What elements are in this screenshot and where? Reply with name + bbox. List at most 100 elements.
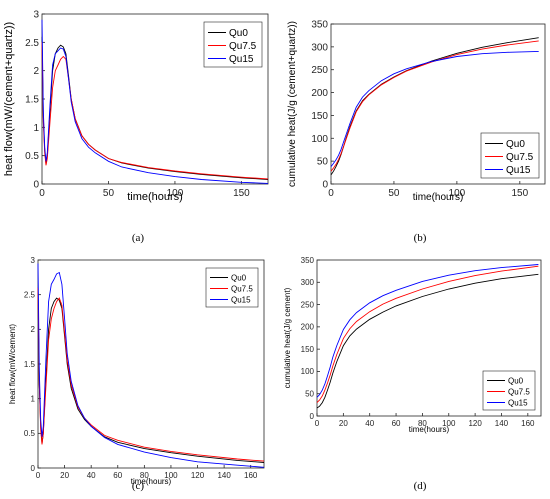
- y-tick-label-b: 100: [311, 134, 328, 145]
- y-tick-label-c: 2.5: [24, 290, 36, 299]
- x-tick-label-d: 80: [418, 419, 427, 428]
- x-tick-label-d: 20: [339, 419, 348, 428]
- x-tick-label-c: 140: [217, 471, 231, 480]
- x-tick-label-d: 60: [392, 419, 401, 428]
- caption-b: (b): [413, 232, 427, 244]
- series-line-c-qu0: [37, 287, 265, 463]
- x-tick-label-c: 120: [191, 471, 205, 480]
- legend-box-c: [205, 267, 259, 308]
- y-tick-label-a: 0.5: [25, 151, 39, 162]
- x-tick-label-a: 50: [103, 188, 115, 199]
- x-tick-label-c: 60: [113, 471, 122, 480]
- y-tick-label-b: 300: [311, 42, 328, 53]
- x-tick-label-d: 100: [442, 419, 456, 428]
- legend-b: Qu0 Qu7.5 Qu15: [480, 132, 540, 179]
- legend-box-a: [203, 21, 263, 68]
- legend-box-b: [480, 132, 540, 179]
- y-tick-label-c: 0.5: [24, 429, 36, 438]
- chart-a: 0 50 100 150 0 0.5 1 1.5 2 2.5 3 time(hours) heat fl…: [3, 10, 269, 203]
- x-tick-label-c: 40: [87, 471, 96, 480]
- chart-b: 0 50 100 150 0 50 100 150 200 250 300 350 time(hours…: [287, 20, 546, 203]
- x-tick-label-c: 20: [60, 471, 69, 480]
- x-tick-label-b: 100: [449, 188, 466, 199]
- y-axis-label-a: heat flow(mW/(cement+quartz)): [3, 22, 15, 176]
- x-tick-label-d: 140: [495, 419, 509, 428]
- y-tick-label-c: 2: [31, 325, 36, 334]
- y-tick-label-c: 3: [31, 256, 36, 265]
- y-tick-label-d: 0: [310, 412, 315, 421]
- y-tick-label-d: 200: [301, 323, 315, 332]
- axes-box-b: [330, 23, 546, 185]
- legend-label-b: Qu0: [506, 139, 525, 150]
- legend-label-b: Qu7.5: [506, 152, 534, 163]
- legend-label-a: Qu0: [229, 28, 248, 39]
- y-tick-label-d: 350: [301, 256, 315, 265]
- legend-label-b: Qu15: [506, 165, 531, 176]
- x-axis-label-c: time(hours): [131, 477, 172, 486]
- x-tick-label-c: 100: [164, 471, 178, 480]
- y-tick-label-d: 50: [305, 390, 314, 399]
- axes-box-d: [316, 259, 542, 417]
- x-tick-label-d: 40: [365, 419, 374, 428]
- caption-c: (c): [131, 480, 145, 492]
- x-axis-label-d: time(hours): [409, 425, 450, 434]
- y-tick-label-a: 1.5: [25, 95, 39, 106]
- x-tick-label-d: 120: [468, 419, 482, 428]
- series-line-b-qu15: [330, 50, 539, 167]
- chart-c: 0 20 40 60 80 100 120 140 160 0 0.5 1 1.5 2 2.5 3 time(h…: [8, 256, 265, 486]
- legend-label-a: Qu7.5: [229, 41, 257, 52]
- y-tick-label-d: 100: [301, 367, 315, 376]
- caption-a: (a): [131, 232, 145, 244]
- y-tick-label-d: 150: [301, 345, 315, 354]
- x-tick-label-d: 0: [315, 419, 320, 428]
- series-line-a-qu15: [41, 19, 269, 184]
- y-tick-label-b: 350: [311, 20, 328, 31]
- legend-label-c: Qu0: [231, 273, 247, 282]
- series-line-d-qu15: [316, 264, 539, 398]
- y-tick-label-c: 1.5: [24, 360, 36, 369]
- x-tick-label-b: 50: [388, 188, 400, 199]
- legend-c: Qu0 Qu7.5 Qu15: [205, 267, 259, 308]
- legend-label-c: Qu7.5: [231, 284, 253, 293]
- y-tick-label-d: 300: [301, 278, 315, 287]
- y-axis-label-b: cumulative heat(J/g (cement+quartz)): [287, 21, 298, 187]
- y-tick-label-a: 0: [33, 180, 39, 191]
- y-tick-label-a: 1: [33, 123, 39, 134]
- y-tick-label-c: 1: [31, 394, 36, 403]
- legend-a: Qu0 Qu7.5 Qu15: [203, 21, 263, 68]
- y-tick-label-a: 2.5: [25, 38, 39, 49]
- series-line-b-qu0: [330, 37, 539, 176]
- y-tick-label-d: 250: [301, 300, 315, 309]
- legend-label-a: Qu15: [229, 54, 254, 65]
- legend-label-d: Qu0: [508, 376, 524, 385]
- x-tick-label-c: 80: [140, 471, 149, 480]
- x-axis-label-a: time(hours): [127, 191, 183, 203]
- x-tick-label-b: 0: [328, 188, 334, 199]
- x-tick-label-a: 100: [167, 188, 184, 199]
- y-axis-label-c: heat flow(mW/cement): [8, 324, 17, 404]
- x-axis-label-b: time(hours): [413, 192, 464, 203]
- x-tick-label-a: 150: [233, 188, 250, 199]
- y-axis-label-d: cumulative heat(J/g cement): [283, 287, 292, 388]
- x-tick-label-c: 160: [244, 471, 258, 480]
- y-tick-label-b: 0: [322, 180, 328, 191]
- y-tick-label-a: 3: [33, 10, 39, 21]
- y-tick-label-b: 150: [311, 111, 328, 122]
- x-tick-label-a: 0: [39, 188, 45, 199]
- x-tick-label-d: 160: [521, 419, 535, 428]
- x-tick-label-b: 150: [511, 188, 528, 199]
- chart-d: 0 20 40 60 80 100 120 140 160 0 50 100 150 200 250 300 3…: [283, 256, 542, 434]
- legend-box-d: [482, 370, 536, 411]
- caption-d: (d): [413, 480, 427, 492]
- legend-label-c: Qu15: [231, 295, 251, 304]
- y-tick-label-b: 50: [317, 157, 329, 168]
- y-tick-label-b: 200: [311, 88, 328, 99]
- y-tick-label-a: 2: [33, 66, 39, 77]
- legend-d: Qu0 Qu7.5 Qu15: [482, 370, 536, 411]
- y-tick-label-c: 0: [31, 464, 36, 473]
- series-line-d-qu7-5: [316, 265, 539, 403]
- series-line-c-qu7-5: [37, 287, 265, 462]
- legend-label-d: Qu15: [508, 398, 528, 407]
- legend-label-d: Qu7.5: [508, 387, 530, 396]
- x-tick-label-c: 0: [36, 471, 41, 480]
